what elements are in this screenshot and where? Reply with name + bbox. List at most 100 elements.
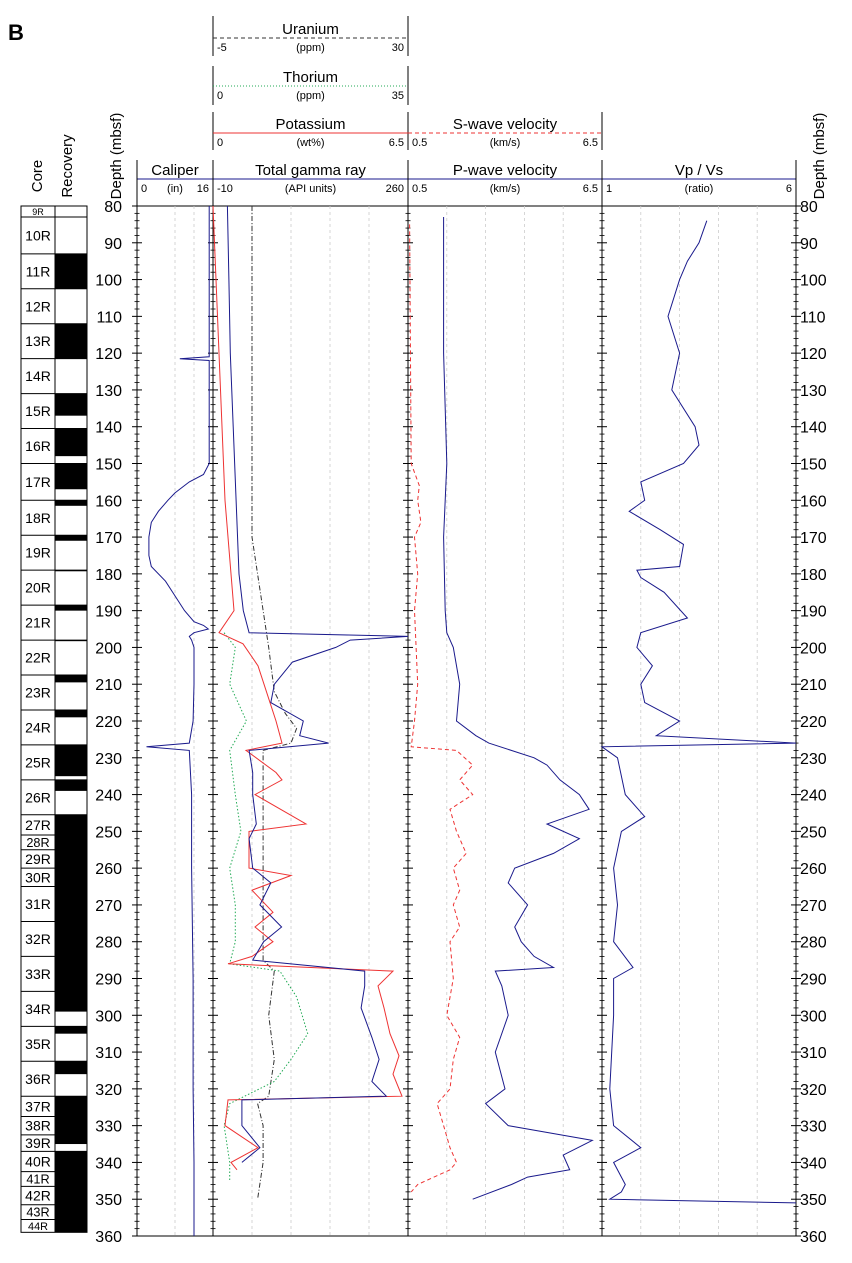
depth-tick-label-right: 130 [800, 383, 827, 400]
recovery-block [55, 428, 87, 457]
core-label: 31R [25, 896, 51, 912]
depth-tick-label-right: 320 [800, 1082, 827, 1099]
swave-header-max: 6.5 [583, 137, 598, 149]
recovery-block [55, 921, 87, 957]
recovery-block [55, 1219, 87, 1233]
recovery-block [55, 605, 87, 611]
caliper-header-unit: (in) [167, 183, 183, 195]
core-label: 20R [25, 580, 51, 596]
uranium-header-max: 30 [392, 42, 404, 54]
depth-tick-label-left: 170 [95, 530, 122, 547]
depth-tick-label-right: 290 [800, 972, 827, 989]
depth-tick-label-left: 160 [95, 493, 122, 510]
potassium-header-min: 0 [217, 137, 223, 149]
potassium-curve [212, 205, 403, 1171]
caliper-header-title: Caliper [151, 162, 199, 179]
core-label: 38R [25, 1118, 51, 1134]
recovery-block [55, 868, 87, 887]
pwave-track-frame [407, 205, 603, 1237]
thorium-header-title: Thorium [283, 69, 338, 86]
thorium-header-max: 35 [392, 90, 404, 102]
vpvs-header-title: Vp / Vs [675, 162, 723, 179]
core-label: 26R [25, 789, 51, 805]
depth-tick-label-left: 280 [95, 935, 122, 952]
core-label: 36R [25, 1071, 51, 1087]
depth-tick-label-left: 340 [95, 1155, 122, 1172]
depth-tick-label-right: 140 [800, 420, 827, 437]
depth-tick-label-right: 310 [800, 1045, 827, 1062]
core-label: 43R [26, 1205, 49, 1220]
caliper-curve [146, 206, 210, 1236]
core-label: 30R [25, 869, 51, 885]
core-label: 13R [25, 333, 51, 349]
core-label: 33R [25, 966, 51, 982]
uranium-header-min: -5 [217, 42, 227, 54]
core-label: 14R [25, 368, 51, 384]
total-gamma-ray-curve [226, 205, 409, 1163]
core-label: 10R [25, 227, 51, 243]
gamma-track-frame [212, 205, 409, 1237]
uranium-header-unit: (ppm) [296, 42, 325, 54]
core-label: 44R [28, 1221, 48, 1233]
depth-tick-label-left: 310 [95, 1045, 122, 1062]
depth-tick-label-right: 180 [800, 567, 827, 584]
depth-tick-label-left: 250 [95, 824, 122, 841]
depth-tick-label-right: 100 [800, 273, 827, 290]
recovery-block [55, 779, 87, 791]
recovery-block [55, 675, 87, 683]
core-label: 34R [25, 1001, 51, 1017]
uranium-curve [251, 206, 298, 1200]
potassium-header-title: Potassium [275, 116, 345, 133]
core-label: 25R [25, 754, 51, 770]
depth-tick-label-right: 170 [800, 530, 827, 547]
core-label: 40R [25, 1154, 51, 1170]
recovery-block [55, 991, 87, 1012]
depth-tick-label-right: 270 [800, 898, 827, 915]
depth-tick-label-right: 200 [800, 640, 827, 657]
recovery-block [55, 570, 87, 572]
core-label: 27R [25, 817, 51, 833]
depth-tick-label-left: 110 [96, 309, 122, 326]
depth-tick-label-left: 350 [95, 1192, 122, 1209]
pwave-header-max: 6.5 [583, 183, 598, 195]
recovery-header-label: Recovery [59, 134, 76, 198]
recovery-block [55, 1096, 87, 1117]
pwave-header-unit: (km/s) [490, 183, 521, 195]
depth-tick-label-left: 320 [95, 1082, 122, 1099]
thorium-header-unit: (ppm) [296, 90, 325, 102]
core-label: 22R [25, 650, 51, 666]
panel-label: B [8, 20, 24, 45]
depth-header-right: Depth (mbsf) [811, 113, 828, 200]
gamma-header-max: 260 [386, 183, 404, 195]
recovery-block [55, 849, 87, 869]
recovery-block [55, 835, 87, 850]
thorium-curve [223, 632, 309, 1181]
recovery-block [55, 886, 87, 922]
depth-tick-label-right: 300 [800, 1008, 827, 1025]
recovery-block [55, 1186, 87, 1205]
recovery-block [55, 535, 87, 541]
depth-tick-label-left: 80 [104, 199, 122, 216]
depth-tick-label-right: 330 [800, 1119, 827, 1136]
depth-tick-label-right: 280 [800, 935, 827, 952]
core-label: 24R [25, 719, 51, 735]
vp-vs-curve [600, 220, 797, 1204]
track-frames [136, 205, 797, 1237]
depth-tick-label-right: 250 [800, 824, 827, 841]
core-label: 28R [26, 835, 49, 850]
core-label: 12R [25, 298, 51, 314]
recovery-block [55, 1151, 87, 1172]
recovery-block [55, 1026, 87, 1034]
depth-tick-label-left: 120 [95, 346, 122, 363]
s-wave-velocity-curve [409, 224, 474, 1193]
swave-header-title: S-wave velocity [453, 116, 558, 133]
depth-tick-label-left: 100 [95, 273, 122, 290]
core-label: 41R [26, 1172, 49, 1187]
recovery-block [55, 500, 87, 506]
depth-axes: 80 80 90 90 100 100 110 110 120 120 130 130 140 140 15… [95, 199, 827, 1246]
depth-tick-label-right: 350 [800, 1192, 827, 1209]
potassium-header-unit: (wt%) [296, 137, 324, 149]
recovery-block [55, 744, 87, 777]
depth-tick-label-left: 180 [95, 567, 122, 584]
core-label: 16R [25, 438, 51, 454]
